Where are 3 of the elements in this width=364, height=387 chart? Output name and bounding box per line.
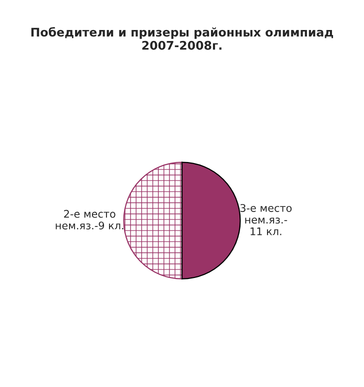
slice-label: 3-е место нем.яз.- 11 кл. <box>240 204 292 236</box>
slice-label: 2-е место нем.яз.-9 кл. <box>56 210 124 230</box>
chart-title: Победители и призеры районных олимпиад 2007-2008г. <box>31 27 334 50</box>
